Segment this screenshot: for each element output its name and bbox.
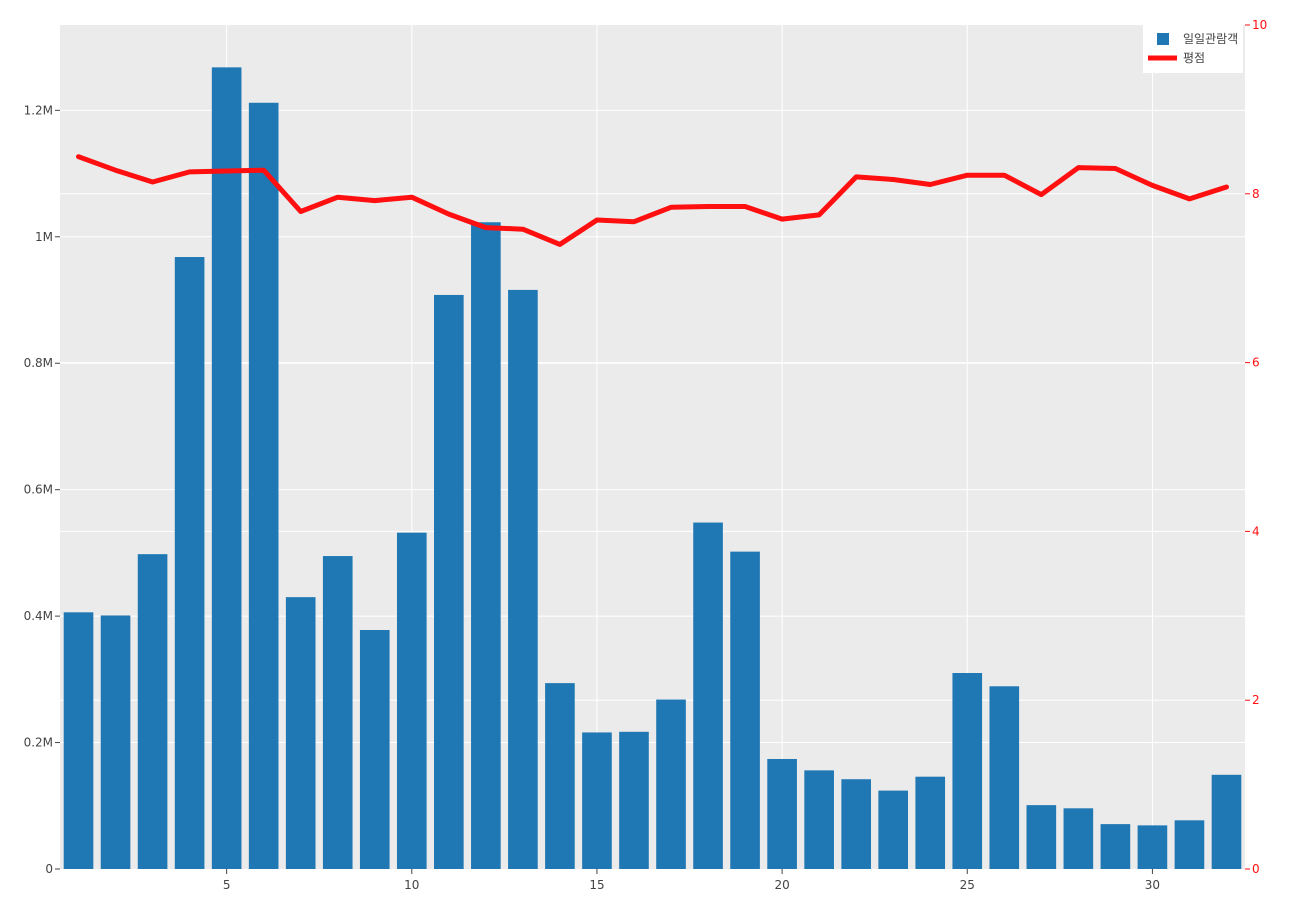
bar: [730, 551, 760, 869]
bar: [767, 758, 797, 869]
x-tick-label: 20: [774, 878, 789, 892]
legend-label-visitors: 일일관람객: [1183, 32, 1238, 46]
x-tick-label: 5: [223, 878, 231, 892]
bar: [1100, 824, 1131, 869]
bar: [63, 612, 94, 869]
rating-point: [78, 156, 80, 158]
bar: [619, 731, 649, 869]
bar: [1137, 825, 1168, 869]
bar: [1026, 805, 1057, 869]
bar: [693, 522, 723, 869]
x-tick-label: 25: [960, 878, 975, 892]
legend[interactable]: 일일관람객 평점: [1143, 25, 1243, 73]
rating-point: [929, 184, 931, 186]
right-tick-label: 6: [1252, 356, 1260, 370]
rating-point: [818, 214, 820, 216]
left-tick-label: 1M: [35, 230, 53, 244]
bar: [582, 732, 612, 869]
rating-point: [115, 169, 117, 171]
rating-point: [1225, 186, 1227, 188]
x-tick-label: 15: [589, 878, 604, 892]
rating-point: [485, 227, 487, 229]
bar: [434, 294, 464, 869]
rating-point: [300, 211, 302, 213]
left-tick-label: 0.4M: [24, 609, 53, 623]
bar: [396, 532, 427, 869]
line-series-rating: [76, 154, 1229, 247]
bar: [137, 554, 168, 869]
x-axis: 5 10 15 20 25 30: [223, 869, 1160, 892]
left-tick-label: 0.2M: [24, 736, 53, 750]
bar: [1174, 820, 1205, 869]
bar: [322, 556, 353, 869]
rating-point: [522, 228, 524, 230]
rating-point: [1114, 167, 1116, 169]
bar: [1211, 774, 1242, 869]
bar: [841, 779, 871, 869]
bar: [878, 790, 909, 869]
bar: [915, 776, 946, 869]
rating-point: [152, 181, 154, 183]
right-tick-label: 4: [1252, 524, 1260, 538]
right-tick-label: 10: [1252, 18, 1267, 32]
rating-point: [374, 200, 376, 202]
left-tick-label: 0.8M: [24, 356, 53, 370]
bar: [100, 615, 131, 869]
bar: [656, 699, 686, 869]
bar: [952, 673, 983, 869]
rating-point: [337, 196, 339, 198]
bar: [211, 67, 242, 870]
rating-point: [633, 221, 635, 223]
bar: [248, 102, 279, 870]
bar: [508, 289, 538, 869]
x-tick-label: 10: [404, 878, 419, 892]
legend-bar-swatch: [1157, 33, 1169, 45]
rating-point: [781, 218, 783, 220]
bar: [545, 683, 575, 869]
rating-point: [226, 170, 228, 172]
rating-point: [707, 205, 709, 207]
rating-point: [855, 176, 857, 178]
rating-point: [744, 205, 746, 207]
right-y-axis: 0 2 4 6 8 10: [1245, 18, 1267, 876]
left-tick-label: 0.6M: [24, 483, 53, 497]
rating-point: [263, 169, 265, 171]
bar: [471, 222, 501, 869]
rating-point: [892, 178, 894, 180]
rating-point: [559, 243, 561, 245]
right-tick-label: 2: [1252, 693, 1260, 707]
x-tick-label: 30: [1145, 878, 1160, 892]
rating-point: [966, 174, 968, 176]
bar: [1063, 808, 1094, 869]
bar: [359, 630, 390, 869]
right-tick-label: 0: [1252, 862, 1260, 876]
rating-point: [411, 196, 413, 198]
left-tick-label: 0: [45, 862, 53, 876]
right-tick-label: 8: [1252, 187, 1260, 201]
left-tick-label: 1.2M: [24, 103, 53, 117]
bar: [989, 686, 1020, 869]
legend-label-rating: 평점: [1183, 51, 1205, 65]
rating-point: [1077, 167, 1079, 169]
rating-point: [448, 213, 450, 215]
bar: [174, 257, 205, 869]
rating-point: [1188, 198, 1190, 200]
bar-series-visitors: [63, 67, 1242, 870]
rating-point: [1003, 174, 1005, 176]
rating-point: [1040, 194, 1042, 196]
rating-line: [76, 154, 1229, 247]
bar: [804, 770, 834, 869]
rating-point: [1151, 184, 1153, 186]
rating-point: [670, 206, 672, 208]
rating-point: [189, 171, 191, 173]
left-y-axis: 0 0.2M 0.4M 0.6M 0.8M 1M 1.2M: [24, 103, 60, 876]
bar: [285, 597, 316, 869]
rating-point: [596, 219, 598, 221]
